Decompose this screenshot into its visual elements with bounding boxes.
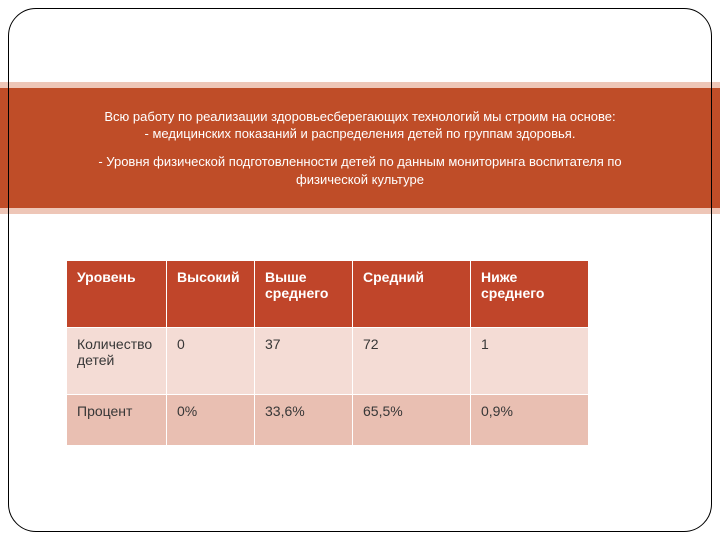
table-row: Процент 0% 33,6% 65,5% 0,9% (67, 395, 589, 446)
table-header-row: Уровень Высокий Выше среднего Средний Ни… (67, 261, 589, 328)
row-label-count: Количество детей (67, 328, 167, 395)
levels-table: Уровень Высокий Выше среднего Средний Ни… (66, 260, 589, 446)
cell: 65,5% (353, 395, 471, 446)
title-band: Всю работу по реализации здоровьесберега… (0, 82, 720, 214)
title-line-2: - медицинских показаний и распределения … (28, 125, 692, 143)
cell: 33,6% (255, 395, 353, 446)
col-header-high: Высокий (167, 261, 255, 328)
cell: 0% (167, 395, 255, 446)
title-line-4: физической культуре (28, 171, 692, 189)
slide: Всю работу по реализации здоровьесберега… (0, 0, 720, 540)
col-header-above: Выше среднего (255, 261, 353, 328)
title-text: Всю работу по реализации здоровьесберега… (28, 108, 692, 188)
row-label-percent: Процент (67, 395, 167, 446)
cell: 0,9% (471, 395, 589, 446)
cell: 0 (167, 328, 255, 395)
cell: 37 (255, 328, 353, 395)
title-line-3: - Уровня физической подготовленности дет… (28, 153, 692, 171)
table-row: Количество детей 0 37 72 1 (67, 328, 589, 395)
col-header-below: Ниже среднего (471, 261, 589, 328)
col-header-level: Уровень (67, 261, 167, 328)
col-header-avg: Средний (353, 261, 471, 328)
cell: 72 (353, 328, 471, 395)
cell: 1 (471, 328, 589, 395)
title-line-1: Всю работу по реализации здоровьесберега… (28, 108, 692, 126)
